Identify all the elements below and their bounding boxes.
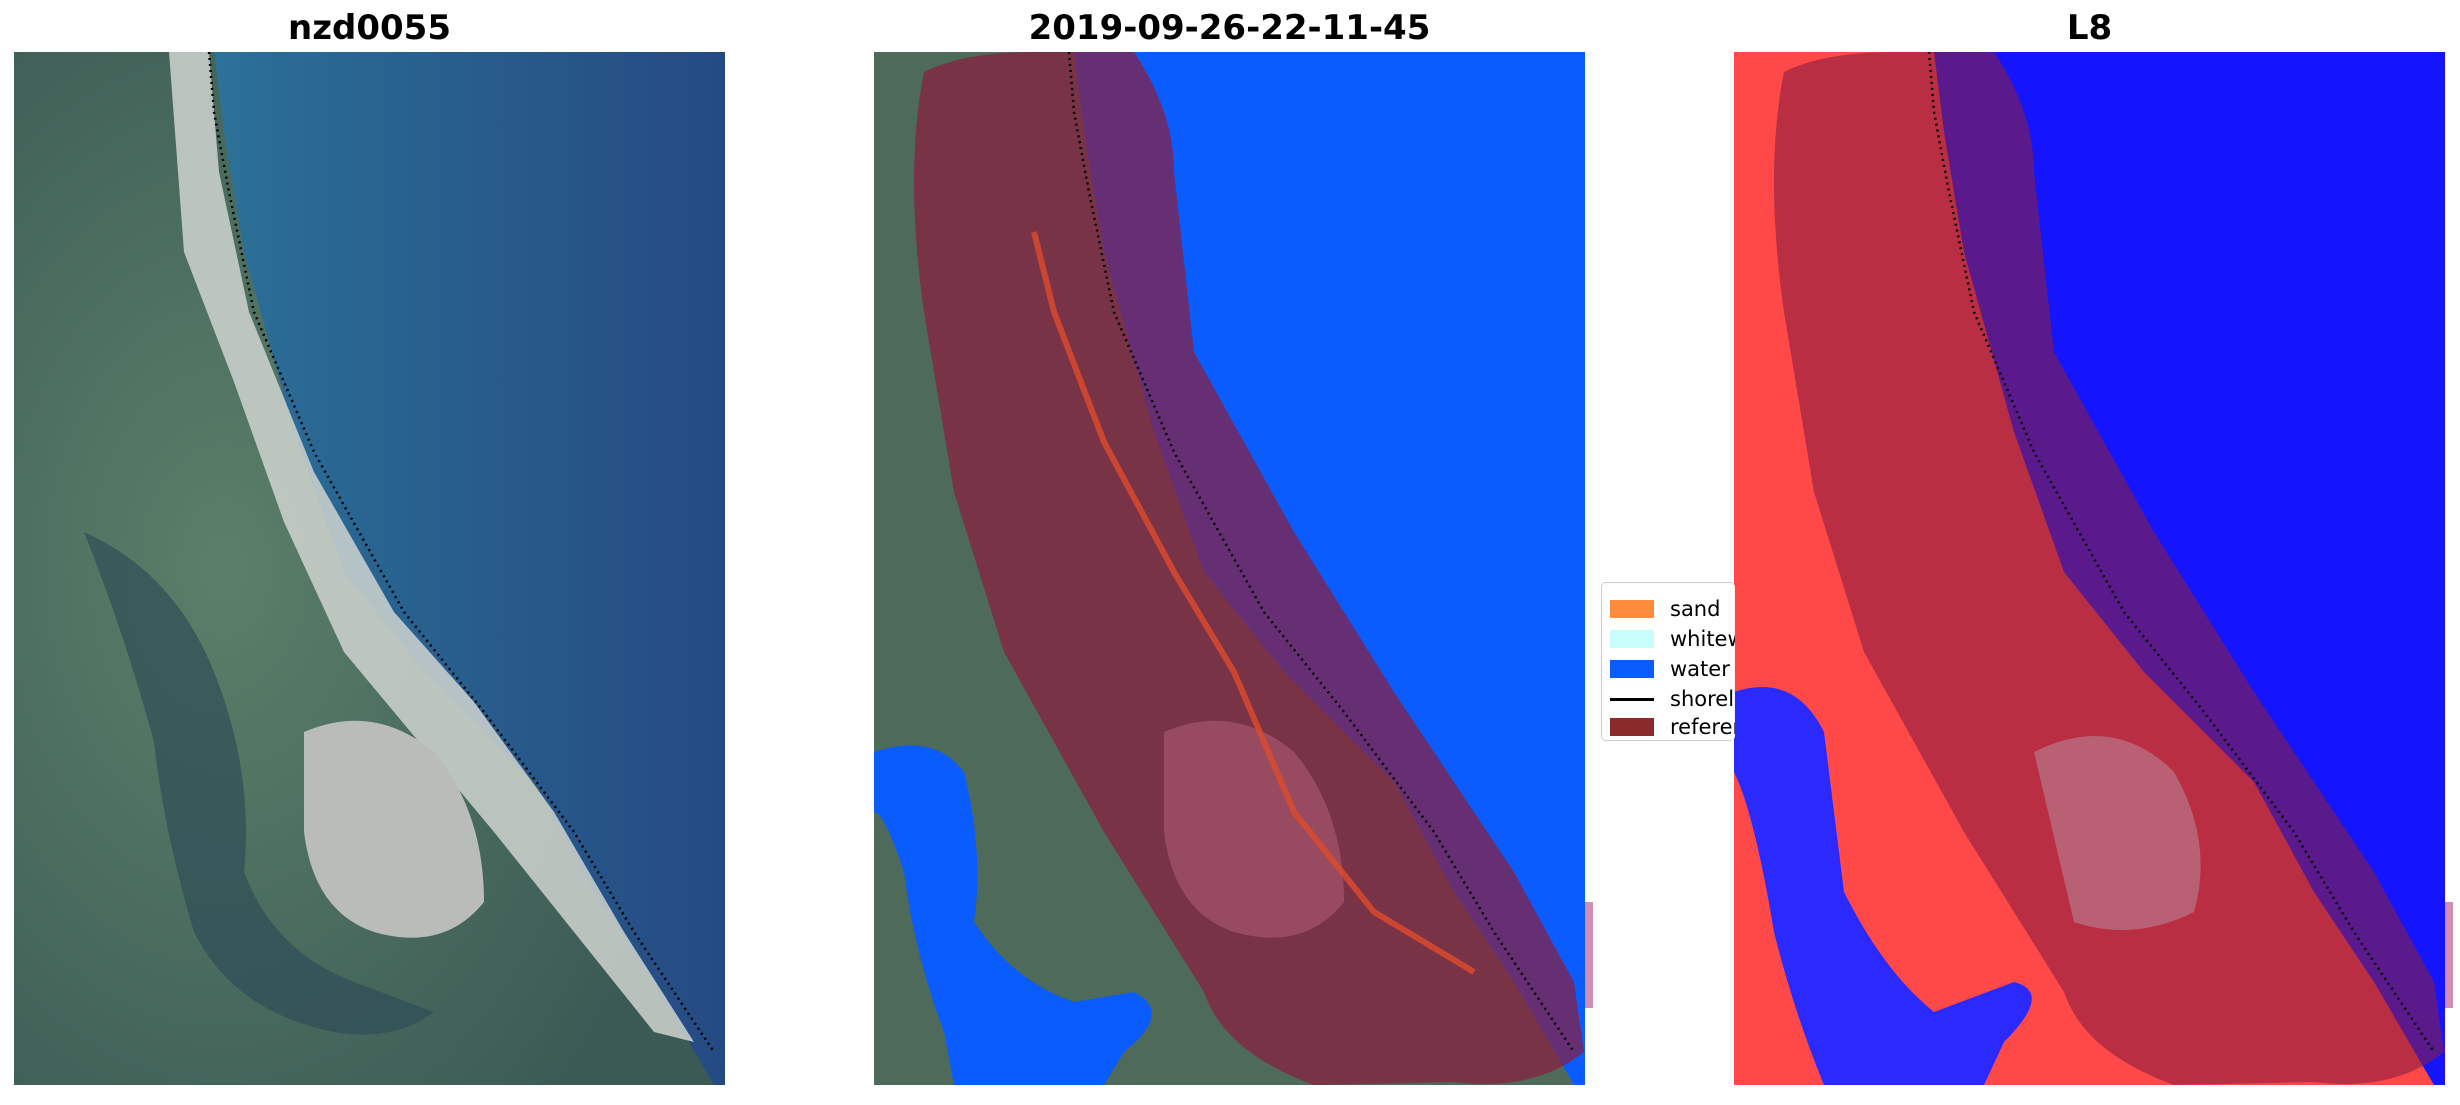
river-low-index xyxy=(1734,687,2032,1085)
reference-shoreline xyxy=(207,52,716,1053)
water-swatch xyxy=(1610,660,1654,678)
rgb-image-panel xyxy=(14,52,725,1085)
legend-item-water: water xyxy=(1610,655,1730,683)
panel-title-classified: 2019-09-26-22-11-45 xyxy=(1028,8,1431,48)
panel-title-rgb: nzd0055 xyxy=(288,8,451,48)
buffer-edge-mark xyxy=(2445,902,2453,1008)
legend-label: water xyxy=(1670,657,1730,681)
sand-swatch xyxy=(1610,600,1654,618)
panel-title-index: L8 xyxy=(2066,8,2113,48)
classified-image-panel xyxy=(874,52,1585,1085)
legend-label: sand xyxy=(1670,597,1721,621)
sand-class-pixels xyxy=(1031,231,1476,975)
reference-buffer xyxy=(1774,52,2444,1085)
index-image xyxy=(1734,52,2445,1085)
legend-item-reference: referer xyxy=(1610,713,1735,740)
whitewater-swatch xyxy=(1610,630,1654,648)
classified-image xyxy=(874,52,1585,1085)
shoreline-swatch xyxy=(1610,697,1654,701)
detected-shoreline xyxy=(1927,52,2436,1053)
index-image-panel xyxy=(1734,52,2445,1085)
buffer-edge-mark xyxy=(1585,902,1593,1008)
reference-buffer xyxy=(914,52,1584,1085)
legend-item-sand: sand xyxy=(1610,595,1720,623)
river-water-class xyxy=(874,745,1152,1085)
detected-shoreline xyxy=(1067,52,1576,1053)
estuary-flats xyxy=(304,720,484,938)
legend-label: shorel xyxy=(1670,687,1735,711)
reference-swatch xyxy=(1610,718,1654,736)
rgb-image xyxy=(14,52,725,1085)
legend-label: referer xyxy=(1670,715,1735,739)
legend-item-shoreline: shorel xyxy=(1610,685,1734,713)
river-channel xyxy=(84,532,434,1035)
